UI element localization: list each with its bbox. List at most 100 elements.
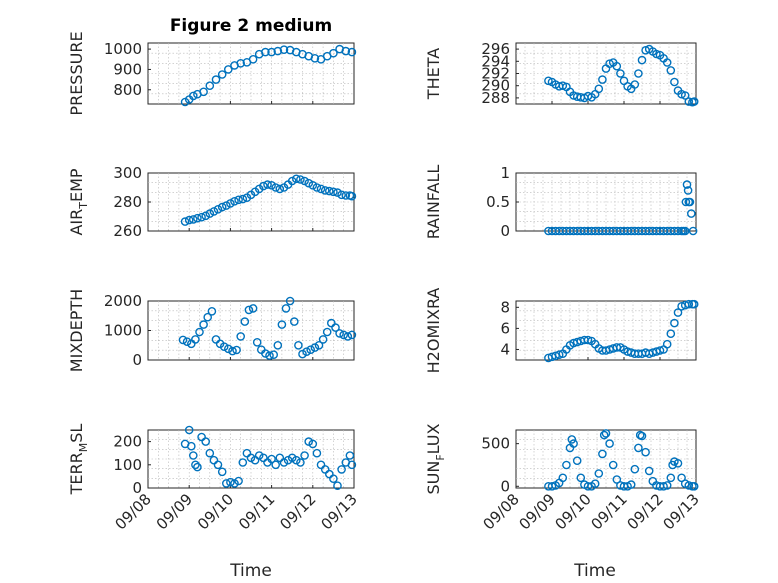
- data-point: [193, 462, 202, 472]
- y-tick-label: 800: [113, 81, 142, 99]
- y-tick-label: 0: [500, 477, 510, 495]
- data-point: [337, 190, 346, 200]
- data-point: [681, 197, 691, 207]
- data-point: [324, 186, 334, 196]
- data-point: [612, 61, 622, 71]
- subplot-mixdepth: 0 1000 2000 MIXDEPTH: [67, 289, 357, 372]
- data-point: [180, 217, 190, 226]
- data-point: [652, 49, 661, 59]
- data-point: [273, 46, 283, 56]
- data-point: [634, 69, 643, 78]
- points-rainfall: [544, 180, 698, 236]
- data-point: [684, 97, 694, 106]
- data-point: [302, 347, 311, 357]
- y-tick-label: 200: [113, 433, 142, 451]
- data-point: [333, 481, 342, 491]
- data-point: [207, 306, 217, 316]
- data-point: [217, 202, 227, 212]
- data-point: [684, 299, 694, 309]
- data-point: [279, 45, 289, 55]
- data-point: [599, 430, 609, 440]
- points-h2omixra: [544, 299, 699, 363]
- y-axis-label-h2omixra: H2OMIXRA: [424, 288, 443, 374]
- data-point: [248, 55, 258, 64]
- data-point: [333, 188, 342, 197]
- data-point: [341, 191, 351, 200]
- data-point: [199, 87, 208, 97]
- subplot-h2omixra: 4 6 8 H2OMIXRA: [424, 288, 699, 374]
- data-point: [331, 323, 340, 332]
- grid-air_temp: [148, 173, 354, 231]
- data-point: [558, 81, 568, 90]
- data-point: [637, 55, 647, 65]
- data-point: [339, 330, 349, 340]
- grid-sun_flux: [516, 430, 696, 488]
- y-tick-label: 6: [500, 319, 510, 337]
- data-point: [562, 460, 571, 470]
- data-point: [688, 226, 698, 236]
- data-point: [685, 197, 695, 207]
- data-point: [670, 77, 679, 87]
- y-tick-label: 0.5: [486, 193, 510, 211]
- data-point: [673, 458, 683, 468]
- data-point: [605, 439, 614, 448]
- data-point: [191, 335, 200, 344]
- data-point: [294, 340, 303, 350]
- y-axis-label-air_temp: AIRTEMP: [67, 168, 90, 235]
- data-point: [205, 209, 215, 218]
- x-tick-label: 09/09: [153, 490, 196, 533]
- data-point: [230, 196, 239, 206]
- data-point: [680, 91, 690, 100]
- y-tick-label: 296: [481, 40, 510, 58]
- y-tick-label: 292: [481, 65, 510, 83]
- data-point: [310, 343, 320, 352]
- data-point: [316, 184, 326, 194]
- grid-rainfall: [516, 173, 696, 231]
- x-axis-label-right: Time: [573, 561, 616, 581]
- data-point: [254, 451, 264, 460]
- data-point: [322, 327, 332, 337]
- y-tick-label: 8: [500, 298, 510, 316]
- y-tick-label: 294: [481, 52, 510, 70]
- x-tick-label: 09/10: [552, 490, 595, 533]
- y-axis-label-terr_msl: TERRMSL: [67, 424, 90, 496]
- data-point: [335, 329, 344, 338]
- subplot-pressure: 800 900 1000 PRESSURE: [67, 31, 357, 116]
- data-point: [569, 439, 578, 448]
- data-point: [236, 59, 245, 68]
- y-axis-label-mixdepth: MIXDEPTH: [67, 289, 86, 372]
- data-point: [248, 304, 258, 313]
- data-point: [184, 215, 194, 225]
- data-point: [184, 425, 194, 435]
- data-point: [684, 481, 694, 490]
- data-point: [221, 201, 231, 210]
- data-point: [265, 351, 274, 360]
- data-point: [234, 195, 243, 205]
- y-tick-label: 0: [132, 351, 142, 369]
- data-point: [304, 437, 314, 446]
- data-point: [199, 320, 208, 329]
- data-point: [223, 344, 233, 354]
- data-point: [343, 332, 353, 341]
- data-point: [261, 47, 270, 57]
- x-tick-label: 09/12: [276, 490, 319, 533]
- data-point: [308, 180, 318, 190]
- data-point: [598, 449, 607, 459]
- data-point: [300, 176, 309, 186]
- data-point: [316, 460, 326, 470]
- data-point: [337, 465, 346, 474]
- data-point: [279, 458, 289, 467]
- x-tick-label: 09/12: [624, 490, 667, 533]
- x-tick-label: 09/08: [480, 490, 523, 533]
- y-tick-label: 0: [132, 479, 142, 497]
- data-point: [197, 212, 206, 222]
- data-point: [601, 429, 611, 438]
- x-tick-label: 09/09: [516, 490, 559, 533]
- data-point: [269, 350, 279, 360]
- data-point: [641, 447, 650, 457]
- data-point: [191, 460, 200, 470]
